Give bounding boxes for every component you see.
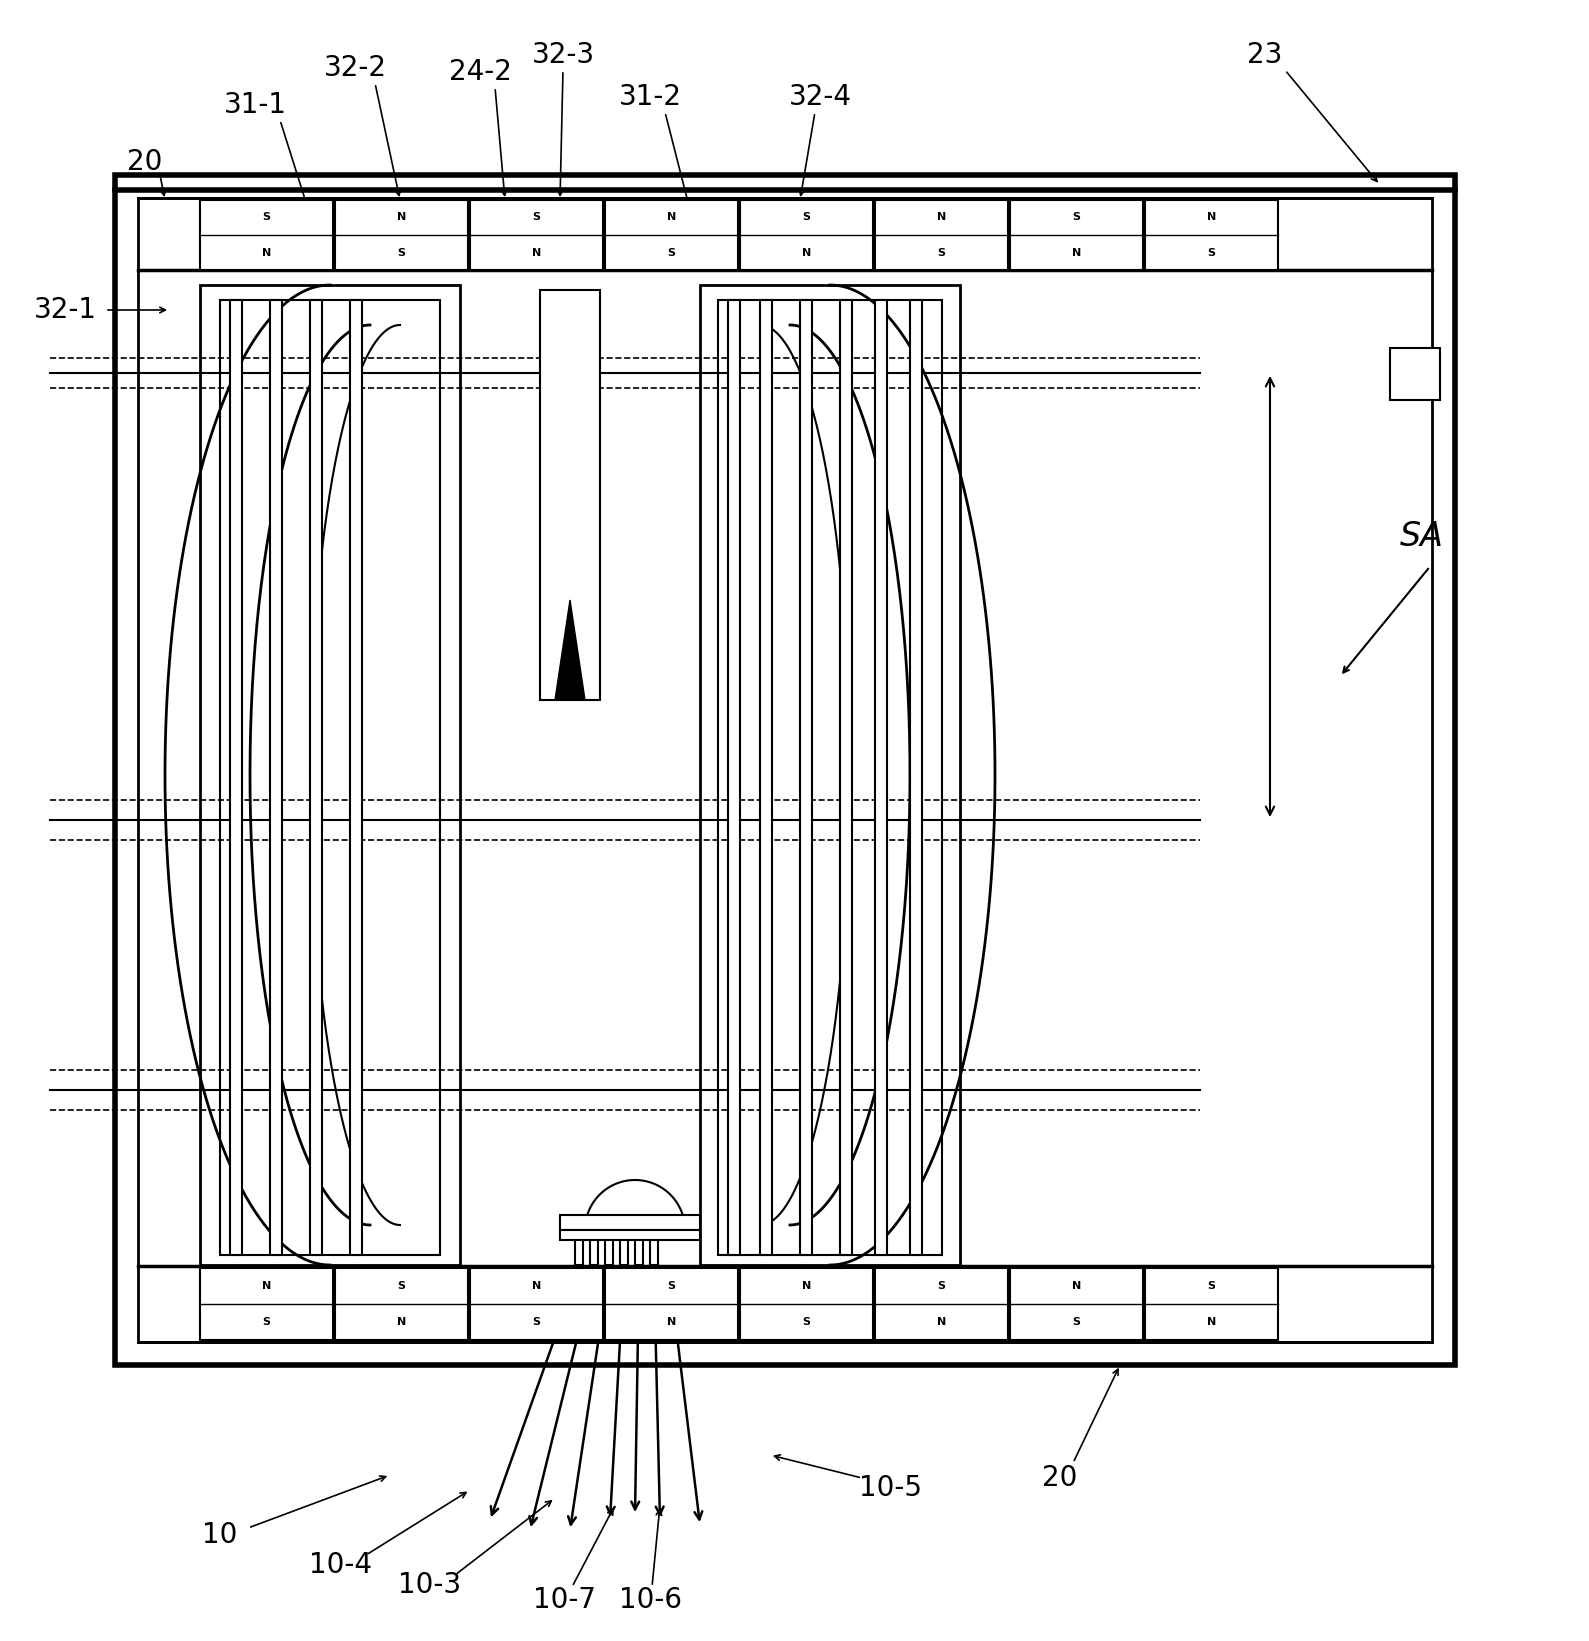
Bar: [335, 1268, 469, 1341]
Bar: [200, 286, 459, 1265]
Bar: [470, 200, 602, 271]
Text: S: S: [938, 248, 945, 258]
Text: N: N: [262, 1282, 272, 1291]
Polygon shape: [555, 601, 585, 701]
Text: 10-6: 10-6: [618, 1585, 682, 1615]
Bar: [470, 1268, 602, 1341]
Text: 32-4: 32-4: [788, 84, 852, 112]
Text: 32-3: 32-3: [531, 41, 594, 69]
Bar: [575, 1219, 583, 1265]
Text: 32-2: 32-2: [324, 54, 386, 82]
Bar: [540, 290, 601, 701]
Bar: [910, 300, 922, 1255]
Text: N: N: [262, 248, 272, 258]
Bar: [760, 300, 772, 1255]
Text: S: S: [802, 212, 810, 223]
Text: N: N: [1073, 248, 1081, 258]
Text: S: S: [262, 1318, 270, 1328]
Text: N: N: [1073, 1282, 1081, 1291]
Bar: [876, 1268, 1007, 1341]
Text: 31-1: 31-1: [224, 90, 286, 120]
Bar: [138, 199, 1432, 1342]
Bar: [701, 286, 960, 1265]
Text: S: S: [397, 1282, 405, 1291]
Bar: [876, 200, 1007, 271]
Text: N: N: [397, 212, 407, 223]
Bar: [605, 1219, 613, 1265]
Bar: [200, 1268, 334, 1341]
Bar: [636, 1219, 644, 1265]
Text: 32-1: 32-1: [33, 295, 97, 323]
Bar: [559, 1214, 701, 1231]
Text: S: S: [1073, 1318, 1081, 1328]
Text: N: N: [1208, 212, 1216, 223]
Bar: [1011, 1268, 1142, 1341]
Text: S: S: [1073, 212, 1081, 223]
Text: S: S: [532, 1318, 540, 1328]
Text: N: N: [532, 248, 542, 258]
Text: N: N: [938, 1318, 945, 1328]
Text: 20: 20: [1042, 1464, 1077, 1492]
Text: 20: 20: [127, 148, 162, 176]
Bar: [650, 1219, 658, 1265]
Text: 10-7: 10-7: [534, 1585, 596, 1615]
Text: 10: 10: [202, 1521, 238, 1549]
Text: 10-5: 10-5: [858, 1474, 922, 1502]
Text: S: S: [532, 212, 540, 223]
Text: 23: 23: [1247, 41, 1282, 69]
Text: S: S: [938, 1282, 945, 1291]
Text: N: N: [667, 1318, 677, 1328]
Bar: [114, 176, 1456, 1365]
Text: S: S: [397, 248, 405, 258]
Bar: [1390, 348, 1440, 400]
Bar: [270, 300, 281, 1255]
Bar: [350, 300, 362, 1255]
Bar: [841, 300, 852, 1255]
Text: N: N: [802, 1282, 810, 1291]
Text: 10-4: 10-4: [308, 1551, 372, 1579]
Text: S: S: [1208, 1282, 1216, 1291]
Bar: [740, 1268, 872, 1341]
Text: S: S: [262, 212, 270, 223]
Bar: [1146, 1268, 1278, 1341]
Text: N: N: [802, 248, 810, 258]
Text: S: S: [1208, 248, 1216, 258]
Bar: [605, 200, 737, 271]
Bar: [219, 300, 440, 1255]
Text: 10-3: 10-3: [399, 1570, 461, 1598]
Bar: [230, 300, 242, 1255]
Text: S: S: [667, 1282, 675, 1291]
Bar: [740, 200, 872, 271]
Text: N: N: [938, 212, 945, 223]
Bar: [1011, 200, 1142, 271]
Bar: [620, 1219, 628, 1265]
Bar: [605, 1268, 737, 1341]
Bar: [559, 1231, 701, 1241]
Bar: [718, 300, 942, 1255]
Text: N: N: [532, 1282, 542, 1291]
Text: N: N: [667, 212, 677, 223]
Bar: [200, 200, 334, 271]
Text: N: N: [397, 1318, 407, 1328]
Bar: [799, 300, 812, 1255]
Bar: [1146, 200, 1278, 271]
Text: N: N: [1208, 1318, 1216, 1328]
Bar: [335, 200, 469, 271]
Bar: [310, 300, 323, 1255]
Text: 31-2: 31-2: [618, 84, 682, 112]
Bar: [876, 300, 887, 1255]
Text: 24-2: 24-2: [448, 57, 512, 85]
Bar: [590, 1219, 597, 1265]
Bar: [728, 300, 740, 1255]
Text: SA: SA: [1400, 520, 1444, 553]
Text: S: S: [802, 1318, 810, 1328]
Text: S: S: [667, 248, 675, 258]
